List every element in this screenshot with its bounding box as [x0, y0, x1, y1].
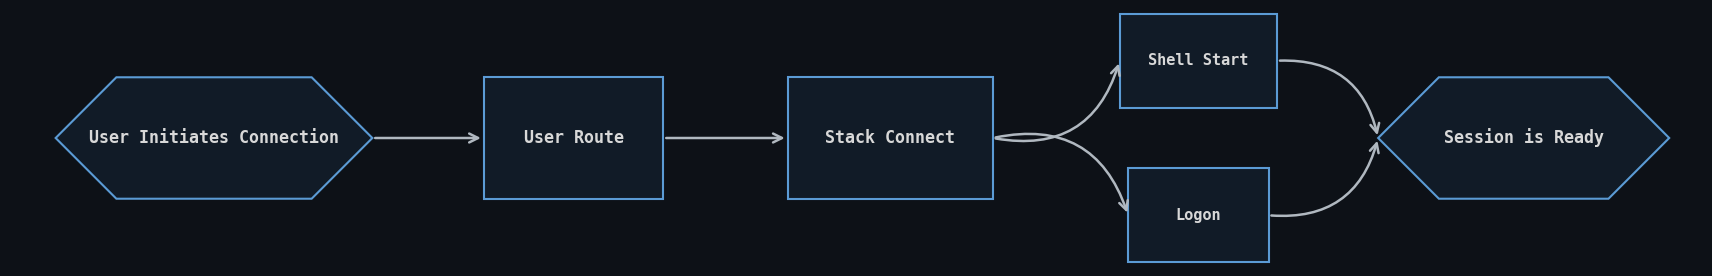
FancyBboxPatch shape [1120, 14, 1277, 108]
Text: Stack Connect: Stack Connect [825, 129, 955, 147]
Text: Session is Ready: Session is Ready [1443, 129, 1604, 147]
Polygon shape [56, 77, 373, 199]
Text: User Initiates Connection: User Initiates Connection [89, 129, 339, 147]
FancyBboxPatch shape [484, 77, 663, 199]
FancyBboxPatch shape [788, 77, 993, 199]
Text: Logon: Logon [1176, 208, 1221, 223]
FancyBboxPatch shape [1128, 168, 1269, 262]
Polygon shape [1378, 77, 1669, 199]
Text: User Route: User Route [524, 129, 623, 147]
Text: Shell Start: Shell Start [1149, 53, 1248, 68]
